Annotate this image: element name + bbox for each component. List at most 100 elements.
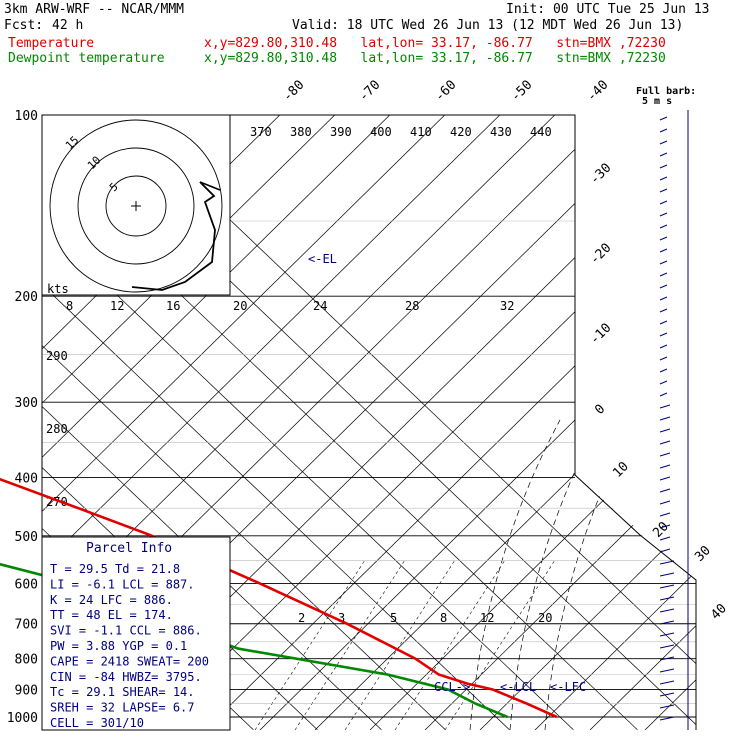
wind-barb — [659, 248, 668, 253]
wind-barb — [659, 140, 668, 145]
dewpoint-trace — [0, 562, 509, 719]
pressure-label: 600 — [15, 577, 38, 592]
dry-adiabat-line — [42, 115, 351, 730]
pressure-label: 500 — [15, 530, 38, 545]
wind-barb — [659, 428, 671, 433]
wind-barb — [659, 716, 675, 721]
parcel-info-row: TT = 48 EL = 174. — [50, 608, 173, 622]
mixing-ratio-label: 12 — [480, 611, 494, 625]
dry-adiabat-line — [42, 115, 516, 730]
parcel-info-row: SREH = 32 LAPSE= 6.7 — [50, 701, 195, 715]
wind-barb — [659, 176, 668, 181]
wind-barb — [659, 188, 668, 193]
lfc-annotation: <-LFC — [550, 680, 586, 694]
dry-adiabat-line — [369, 115, 696, 730]
theta-label: 410 — [410, 125, 432, 139]
wind-barb — [659, 344, 668, 349]
theta-label: 420 — [450, 125, 472, 139]
wind-barb — [659, 596, 675, 601]
parcel-info-row: SVI = -1.1 CCL = 886. — [50, 624, 202, 638]
isotherm-line — [42, 115, 446, 730]
wind-barb — [659, 488, 671, 493]
wind-barb — [659, 296, 668, 301]
dry-adiabat-line — [424, 115, 696, 730]
dry-adiabat-line — [42, 115, 461, 730]
wind-barb — [659, 620, 675, 625]
hodograph-trace — [131, 181, 216, 291]
wind-barb — [659, 224, 668, 229]
top-temp-label: -40 — [584, 78, 611, 105]
wind-barb — [659, 500, 671, 505]
theta-label: 430 — [490, 125, 512, 139]
wind-barb — [659, 368, 668, 373]
wind-barb — [659, 452, 671, 457]
wind-barb — [659, 548, 671, 553]
wind-barb — [659, 332, 668, 337]
lcl-annotation: <-LCL — [500, 680, 536, 694]
wind-barb — [659, 704, 675, 709]
wind-barb — [659, 692, 675, 697]
right-temp-label: 10 — [610, 459, 632, 481]
dry-adiabat-line — [204, 115, 696, 730]
isotherm-line — [42, 115, 382, 730]
parcel-info-title: Parcel Info — [86, 541, 172, 556]
wind-barb — [659, 632, 675, 637]
dry-adiabat-line — [314, 115, 696, 730]
right-temp-label: 30 — [692, 543, 714, 565]
pressure-label: 200 — [15, 290, 38, 305]
dry-adiabat-line — [149, 115, 696, 730]
dry-adiabat-label: 290 — [46, 349, 68, 363]
dry-adiabat-line — [42, 115, 571, 730]
fcst-value: 42 h — [52, 18, 84, 33]
speed-label: 20 — [233, 299, 247, 313]
parcel-info-row: CAPE = 2418 SWEAT= 200 — [50, 654, 209, 668]
dry-adiabat-label: 280 — [46, 422, 68, 436]
model-title: 3km ARW-WRF -- NCAR/MMM — [4, 2, 185, 17]
wind-barb — [659, 260, 668, 265]
mixing-ratio-label: 3 — [338, 611, 345, 625]
top-temp-label: -80 — [280, 78, 307, 105]
speed-label: 24 — [313, 299, 327, 313]
pressure-label: 1000 — [7, 711, 38, 726]
mixing-ratio-line — [294, 559, 406, 730]
sounding-traces: <-EL CCL-> <-LCL <-LFC — [0, 252, 586, 719]
wind-barb — [659, 236, 668, 241]
isotherm-line — [42, 115, 510, 730]
mixing-ratio-line — [444, 559, 556, 730]
wind-barb — [659, 164, 668, 169]
wind-barb — [659, 320, 668, 325]
dry-adiabat-line — [534, 115, 696, 730]
wind-barb — [659, 656, 675, 661]
fcst-label: Fcst: — [4, 18, 44, 33]
mixing-ratio-line — [254, 559, 366, 730]
wind-barb — [659, 536, 671, 541]
wind-barb — [659, 476, 671, 481]
parcel-info-row: K = 24 LFC = 886. — [50, 593, 173, 607]
wind-barb — [659, 392, 668, 397]
top-temp-label: -50 — [508, 78, 535, 105]
plot-frame — [42, 114, 697, 730]
wind-barb — [659, 200, 668, 205]
parcel-info-row: Tc = 29.1 SHEAR= 14. — [50, 685, 195, 699]
speed-label: 16 — [166, 299, 180, 313]
hodograph-ring — [105, 175, 167, 237]
dry-adiabat-line — [589, 115, 696, 730]
wind-barb — [659, 608, 675, 613]
hodograph-units: kts — [47, 282, 69, 296]
wind-barbs: Full barb:5 m s — [636, 86, 696, 730]
temperature-legend: Temperature — [8, 36, 95, 51]
hodograph-ring — [77, 147, 195, 265]
right-temp-label: -30 — [587, 161, 614, 188]
theta-label: 370 — [250, 125, 272, 139]
mixing-ratio-label: 5 — [390, 611, 397, 625]
parcel-info-row: LI = -6.1 LCL = 887. — [50, 577, 195, 591]
pressure-label: 300 — [15, 396, 38, 411]
parcel-info-row: PW = 3.88 YGP = 0.1 — [50, 639, 187, 653]
dry-adiabat-line — [479, 115, 696, 730]
wind-key-units: 5 m s — [642, 96, 672, 107]
wind-barb — [659, 584, 675, 589]
pressure-label: 800 — [15, 653, 38, 668]
wind-barb — [659, 572, 675, 577]
init-time: Init: 00 UTC Tue 25 Jun 13 — [506, 2, 710, 17]
